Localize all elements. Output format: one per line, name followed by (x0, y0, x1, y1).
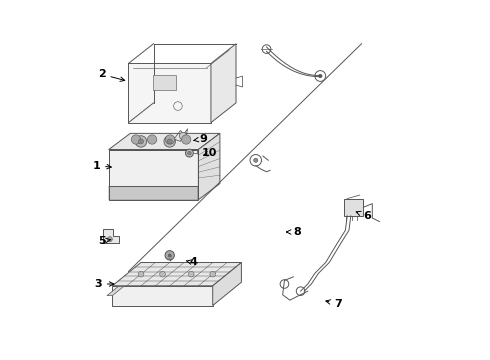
Circle shape (188, 151, 191, 155)
Text: 6: 6 (356, 211, 371, 221)
Text: 8: 8 (287, 227, 301, 237)
Polygon shape (112, 262, 242, 286)
Text: 5: 5 (98, 236, 111, 246)
Polygon shape (211, 44, 236, 123)
Circle shape (318, 74, 322, 78)
Circle shape (254, 158, 258, 162)
Circle shape (139, 139, 144, 144)
Polygon shape (103, 229, 120, 243)
Circle shape (135, 136, 147, 147)
Circle shape (166, 135, 175, 144)
Circle shape (179, 132, 187, 139)
Polygon shape (112, 286, 213, 306)
Polygon shape (213, 262, 242, 306)
Circle shape (131, 135, 141, 144)
Text: 1: 1 (92, 161, 111, 171)
Circle shape (181, 135, 191, 144)
Polygon shape (107, 286, 124, 296)
Circle shape (188, 271, 194, 277)
Circle shape (210, 271, 216, 277)
Polygon shape (109, 134, 220, 149)
Polygon shape (153, 75, 176, 90)
Circle shape (186, 149, 194, 157)
Polygon shape (343, 199, 364, 216)
Text: 7: 7 (326, 299, 342, 309)
Text: 10: 10 (201, 148, 217, 158)
Circle shape (165, 251, 174, 260)
Circle shape (164, 136, 175, 147)
Circle shape (107, 237, 112, 242)
Polygon shape (109, 186, 198, 200)
Circle shape (168, 253, 172, 257)
Text: 9: 9 (194, 134, 208, 144)
Polygon shape (198, 134, 220, 200)
Polygon shape (109, 149, 198, 186)
Text: 2: 2 (98, 69, 125, 81)
Polygon shape (128, 63, 211, 123)
Circle shape (160, 271, 166, 277)
Text: 4: 4 (186, 257, 197, 267)
Text: 3: 3 (94, 279, 114, 289)
Circle shape (138, 271, 144, 277)
Circle shape (167, 139, 172, 144)
Circle shape (147, 135, 157, 144)
